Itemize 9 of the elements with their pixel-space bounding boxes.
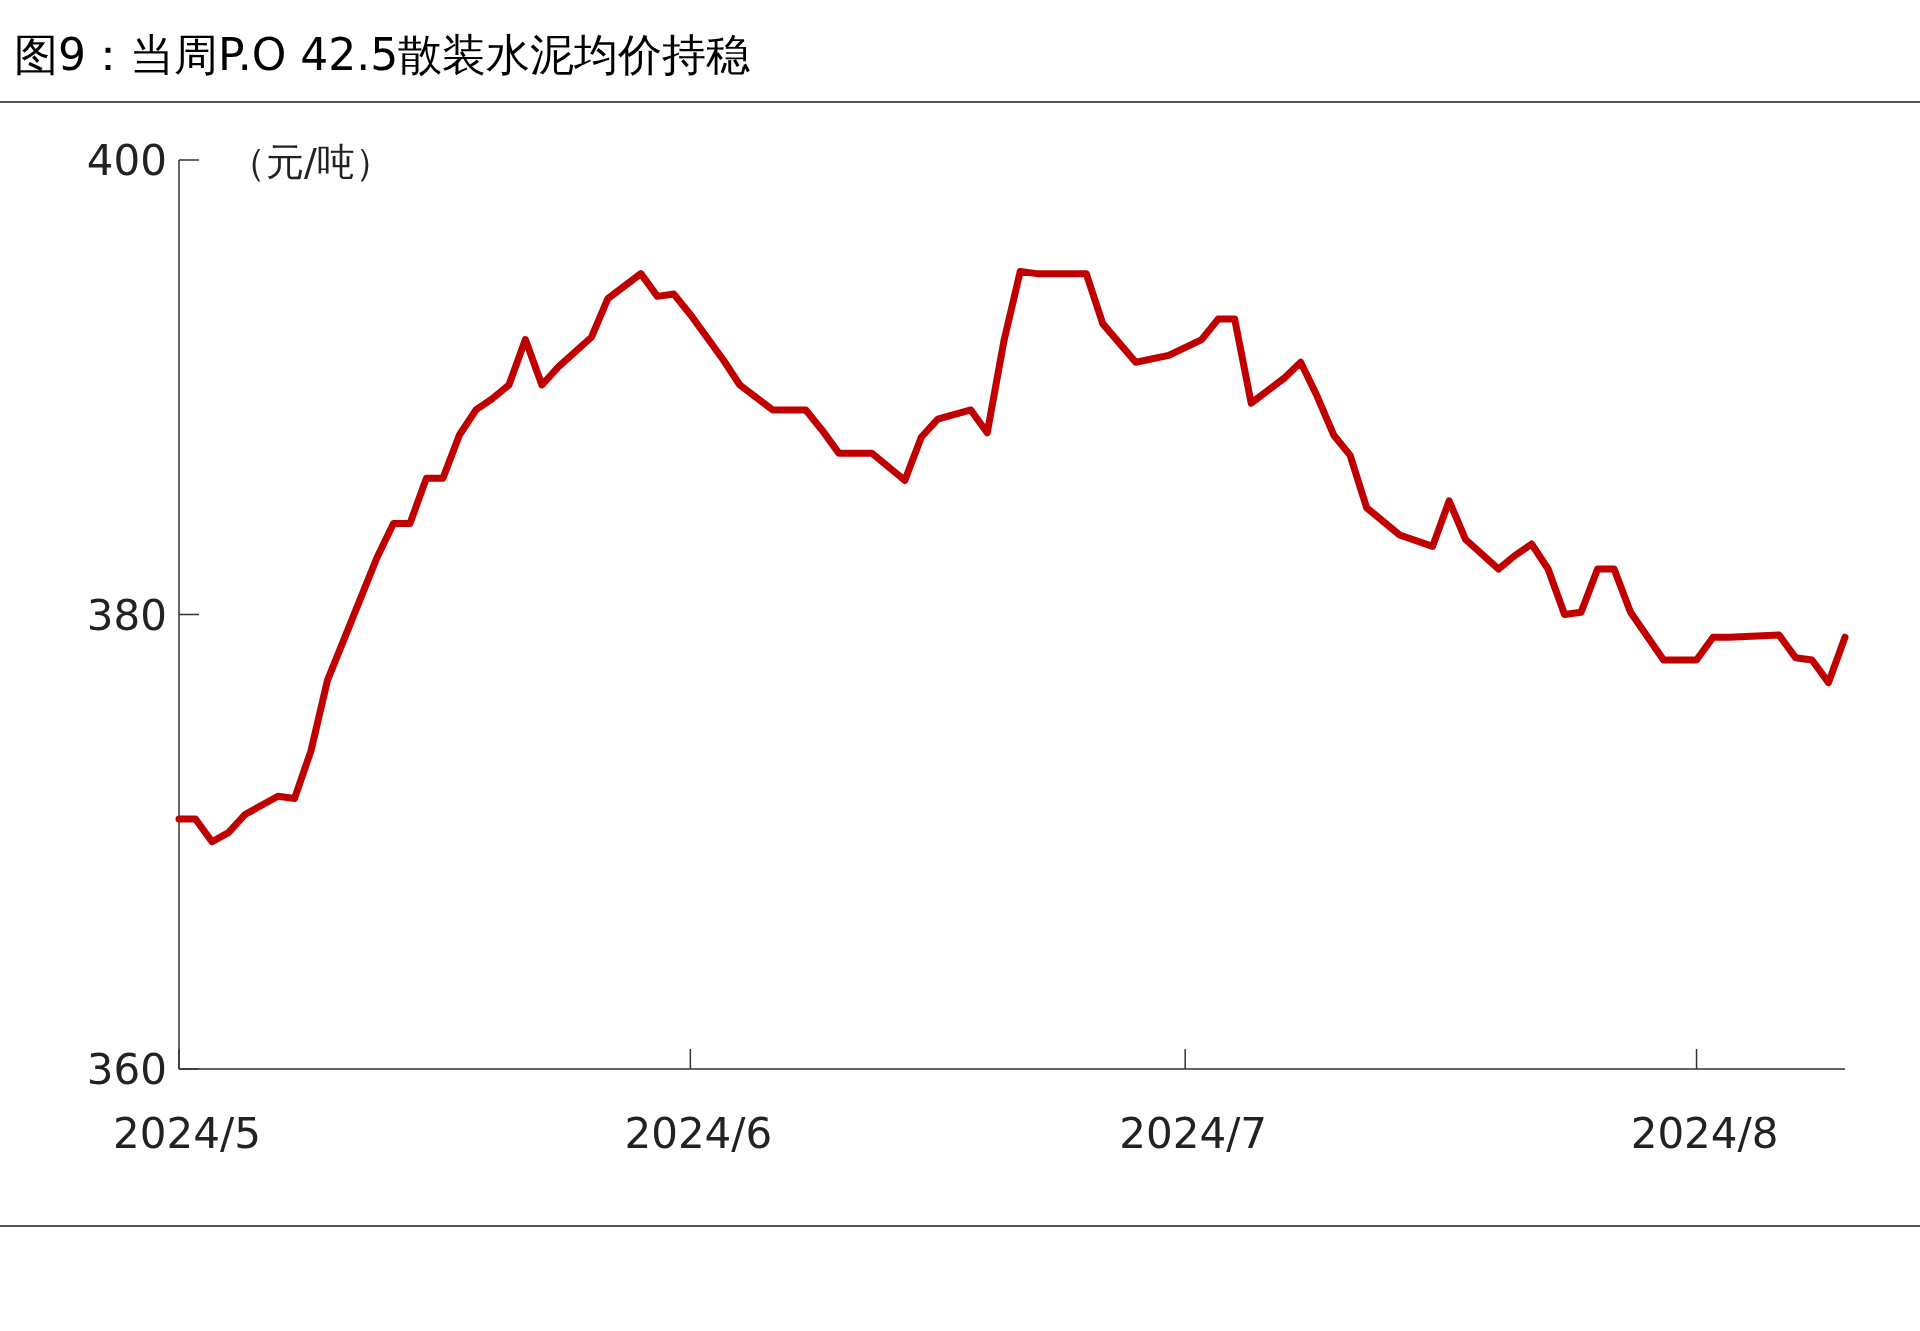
y-tick-label: 380	[86, 590, 167, 640]
y-tick-label: 360	[86, 1045, 167, 1094]
x-tick-label: 2024/7	[1119, 1109, 1268, 1158]
x-tick-label: 2024/8	[1630, 1109, 1779, 1158]
x-tick-label: 2024/6	[624, 1109, 773, 1158]
x-tick-label: 2024/5	[113, 1109, 261, 1158]
chart-title: 图9：当周P.O 42.5散装水泥均价持稳	[14, 29, 751, 80]
y-axis-title: （元/吨）	[228, 140, 393, 184]
y-tick-label: 400	[86, 136, 167, 185]
